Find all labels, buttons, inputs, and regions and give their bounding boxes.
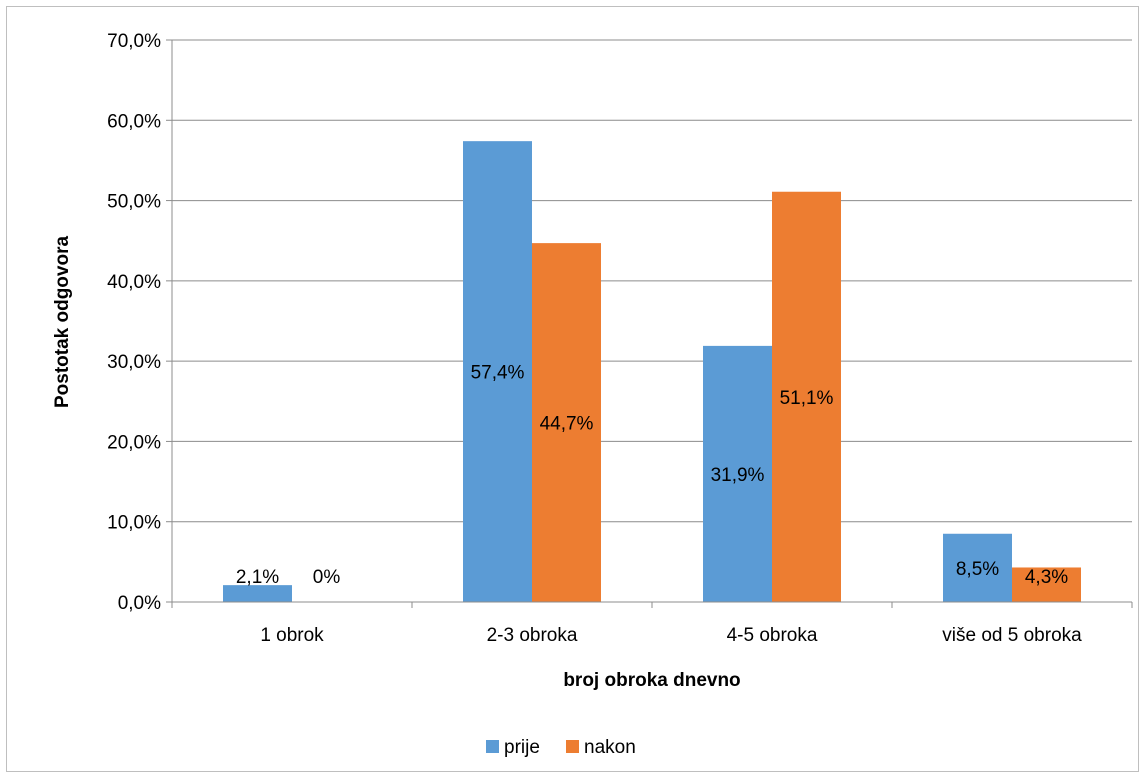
- x-axis-title: broj obroka dnevno: [563, 670, 740, 691]
- legend-swatch-prije: [486, 740, 499, 753]
- y-tick-label: 40,0%: [107, 272, 161, 293]
- bars: [223, 141, 1081, 603]
- bar-nakon: [532, 243, 601, 602]
- gridlines: [172, 39, 1132, 523]
- data-label-nakon: 4,3%: [1025, 567, 1068, 588]
- legend: prije nakon: [486, 737, 636, 758]
- y-tick-label: 0,0%: [118, 593, 161, 614]
- y-tick-label: 60,0%: [107, 111, 161, 132]
- legend-label-prije: prije: [504, 737, 540, 758]
- data-label-nakon: 44,7%: [540, 414, 594, 435]
- y-tick-label: 20,0%: [107, 432, 161, 453]
- x-tick-label: 4-5 obroka: [727, 625, 818, 646]
- data-label-prije: 31,9%: [711, 465, 765, 486]
- y-tick-label: 30,0%: [107, 352, 161, 373]
- axes: [166, 39, 1133, 608]
- data-label-nakon: 51,1%: [780, 388, 834, 409]
- y-axis-title: Postotak odgovora: [52, 236, 73, 409]
- data-label-prije: 57,4%: [471, 363, 525, 384]
- legend-label-nakon: nakon: [584, 737, 636, 758]
- legend-swatch-nakon: [566, 740, 579, 753]
- y-tick-label: 70,0%: [107, 31, 161, 52]
- bar-prije: [703, 345, 772, 602]
- x-tick-label: 1 obrok: [260, 625, 324, 646]
- y-tick-label: 10,0%: [107, 513, 161, 534]
- data-label-prije: 2,1%: [236, 567, 279, 588]
- bar-prije: [223, 585, 292, 602]
- x-tick-label: više od 5 obroka: [942, 625, 1082, 646]
- x-tick-label: 2-3 obroka: [487, 625, 578, 646]
- data-labels: 2,1% 0% 57,4% 44,7% 31,9% 51,1% 8,5% 4,3%: [236, 363, 1068, 588]
- y-tick-label: 50,0%: [107, 192, 161, 213]
- data-label-prije: 8,5%: [956, 559, 999, 580]
- bar-nakon: [1012, 567, 1081, 602]
- bar-prije: [943, 533, 1012, 602]
- tick-labels: 0,0% 10,0% 20,0% 30,0% 40,0% 50,0% 60,0% 70,0% 1…: [107, 31, 1082, 646]
- bar-nakon: [772, 191, 841, 603]
- data-label-nakon: 0%: [313, 567, 341, 588]
- bar-prije: [463, 141, 532, 602]
